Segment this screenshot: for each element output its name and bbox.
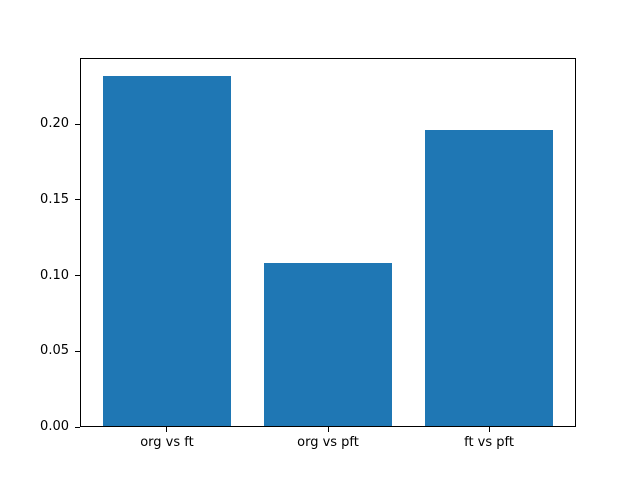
y-tick-mark [75,426,80,428]
x-tick-mark [488,427,490,432]
y-tick-label: 0.20 [40,116,69,132]
x-tick-label: ft vs pft [464,435,514,450]
y-tick-label: 0.05 [40,343,69,359]
y-tick-label: 0.15 [40,191,69,207]
y-tick-mark [75,199,80,201]
x-tick-label: org vs pft [297,435,359,450]
bar-ft-vs-pft [424,130,554,427]
x-tick-mark [327,427,329,432]
bar-org-vs-ft [102,75,232,427]
y-tick-label: 0.00 [40,419,69,434]
y-tick-mark [75,123,80,125]
bar-org-vs-pft [263,263,393,427]
y-tick-mark [75,275,80,277]
y-tick-label: 0.10 [40,267,69,283]
y-tick-mark [75,350,80,352]
x-tick-label: org vs ft [140,435,194,450]
x-tick-mark [166,427,168,432]
